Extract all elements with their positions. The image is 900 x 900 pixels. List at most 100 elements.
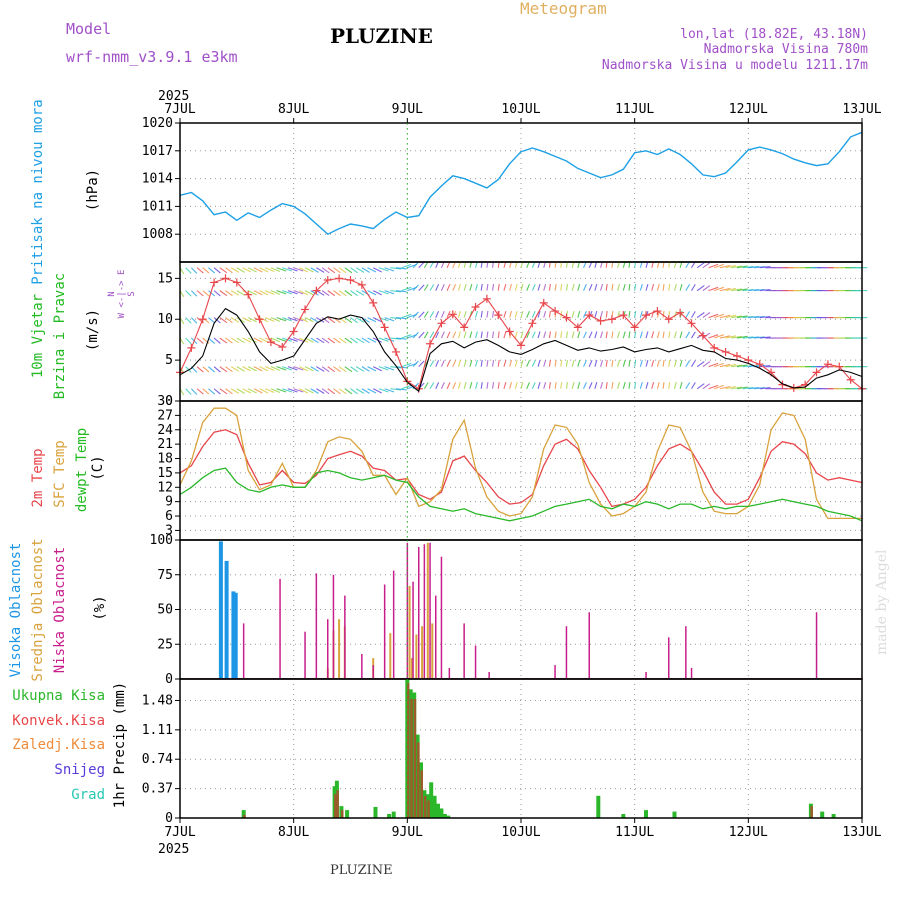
wind-barb — [270, 290, 281, 295]
wind-gust-marker — [630, 323, 639, 332]
wind-barb — [719, 363, 731, 368]
wind-barb — [731, 288, 742, 292]
wind-barb — [475, 382, 478, 389]
wind-barb — [185, 267, 192, 274]
wind-barb — [588, 360, 593, 367]
wind-barb — [202, 290, 210, 297]
precip-bar-1 — [341, 810, 344, 818]
wind-barb — [702, 262, 711, 269]
wind-barb — [543, 310, 547, 318]
wind-barb — [594, 310, 598, 318]
wind-barb — [548, 331, 551, 339]
wind-gust-marker — [494, 311, 503, 320]
wind-barb — [696, 312, 705, 319]
xtick-label-bottom: 10JUL — [501, 825, 540, 840]
wind-barb — [731, 386, 742, 390]
wind-barb — [282, 267, 292, 272]
wind-barb — [287, 337, 298, 342]
cloud-bar-2 — [440, 556, 443, 678]
wind-barb — [282, 290, 292, 295]
wind-gust-marker — [391, 347, 400, 356]
wind-barb — [622, 360, 626, 367]
wind-barb — [321, 366, 330, 373]
wind-barb — [316, 290, 325, 296]
wind-barb — [390, 366, 402, 369]
wind-barb — [725, 385, 737, 390]
wind-barb — [378, 337, 389, 342]
wind-barb — [514, 382, 518, 389]
wind-barb — [395, 388, 407, 391]
cloud-bar-1 — [408, 585, 411, 678]
wind-barb — [310, 388, 319, 394]
wind-gust-marker — [198, 315, 207, 324]
wind-barb — [350, 317, 358, 324]
wind-barb — [316, 366, 325, 372]
model-label: Model — [66, 20, 111, 38]
wind-barb — [219, 267, 228, 274]
temp-ylabel-3: dewpt Temp — [74, 428, 90, 512]
wind-barb — [486, 360, 489, 367]
wind-gust-marker — [687, 319, 696, 328]
precip-bar-0 — [345, 810, 350, 818]
wind-barb — [486, 310, 489, 318]
wind-barb — [497, 283, 500, 291]
wind-barb — [639, 382, 643, 389]
wind-barb — [497, 331, 500, 339]
wind-barb — [656, 331, 660, 339]
wind-barb — [225, 388, 233, 395]
wind-barb — [463, 283, 467, 291]
wind-barb — [731, 335, 742, 339]
wind-barb — [668, 283, 671, 291]
precip-bar-0 — [644, 810, 648, 818]
cloud-bar-2 — [412, 581, 414, 678]
wind-barb — [622, 283, 626, 291]
wind-barb — [446, 310, 451, 318]
wind-barb — [196, 290, 204, 297]
precip-ytick-label: 0.74 — [142, 752, 173, 767]
wind-barb — [719, 287, 731, 292]
wind-barb — [565, 331, 568, 339]
wind-barb — [423, 382, 429, 390]
cloud-bar-1 — [421, 626, 424, 678]
wind-barb — [327, 317, 336, 324]
wind-gust-marker — [244, 290, 253, 299]
cloud-ytick-label: 0 — [165, 672, 173, 687]
wind-barb — [213, 388, 221, 395]
wind-barb — [634, 360, 637, 367]
wind-barb — [469, 360, 473, 367]
wind-barb — [588, 331, 593, 339]
wind-barb — [600, 360, 604, 367]
wind-barb — [645, 283, 649, 291]
wind-gust-marker — [335, 274, 344, 283]
wind-barb — [577, 283, 581, 291]
pressure-unit: (hPa) — [85, 169, 101, 211]
wind-barb — [656, 382, 660, 389]
wind-barb — [492, 382, 495, 389]
wind-barb — [355, 388, 365, 394]
wind-barb — [185, 290, 192, 297]
wind-barb — [236, 267, 245, 273]
wind-barb — [350, 267, 358, 274]
wind-barb — [662, 331, 665, 339]
wind-barb — [509, 283, 513, 291]
wind-barb — [395, 267, 407, 270]
wind-barb — [344, 366, 353, 373]
wind-barb — [748, 387, 760, 390]
wind-barb — [265, 366, 275, 371]
wind-barb — [253, 337, 263, 343]
wind-barb — [293, 337, 304, 342]
wind-barb — [423, 331, 429, 339]
wind-barb — [759, 387, 771, 390]
wind-barb — [594, 382, 598, 389]
wind-barb — [452, 283, 457, 291]
cloud-bar-1 — [389, 633, 392, 678]
wind-barb — [617, 283, 621, 291]
wind-barb — [531, 283, 536, 291]
wind-barb — [327, 388, 336, 395]
wind-barb — [270, 388, 281, 394]
cloud-bar-0 — [218, 541, 223, 678]
wind-barb — [247, 388, 257, 394]
wind-barb — [645, 331, 649, 339]
precip-bar-1 — [810, 806, 813, 818]
cloud-bar-2 — [588, 612, 590, 678]
